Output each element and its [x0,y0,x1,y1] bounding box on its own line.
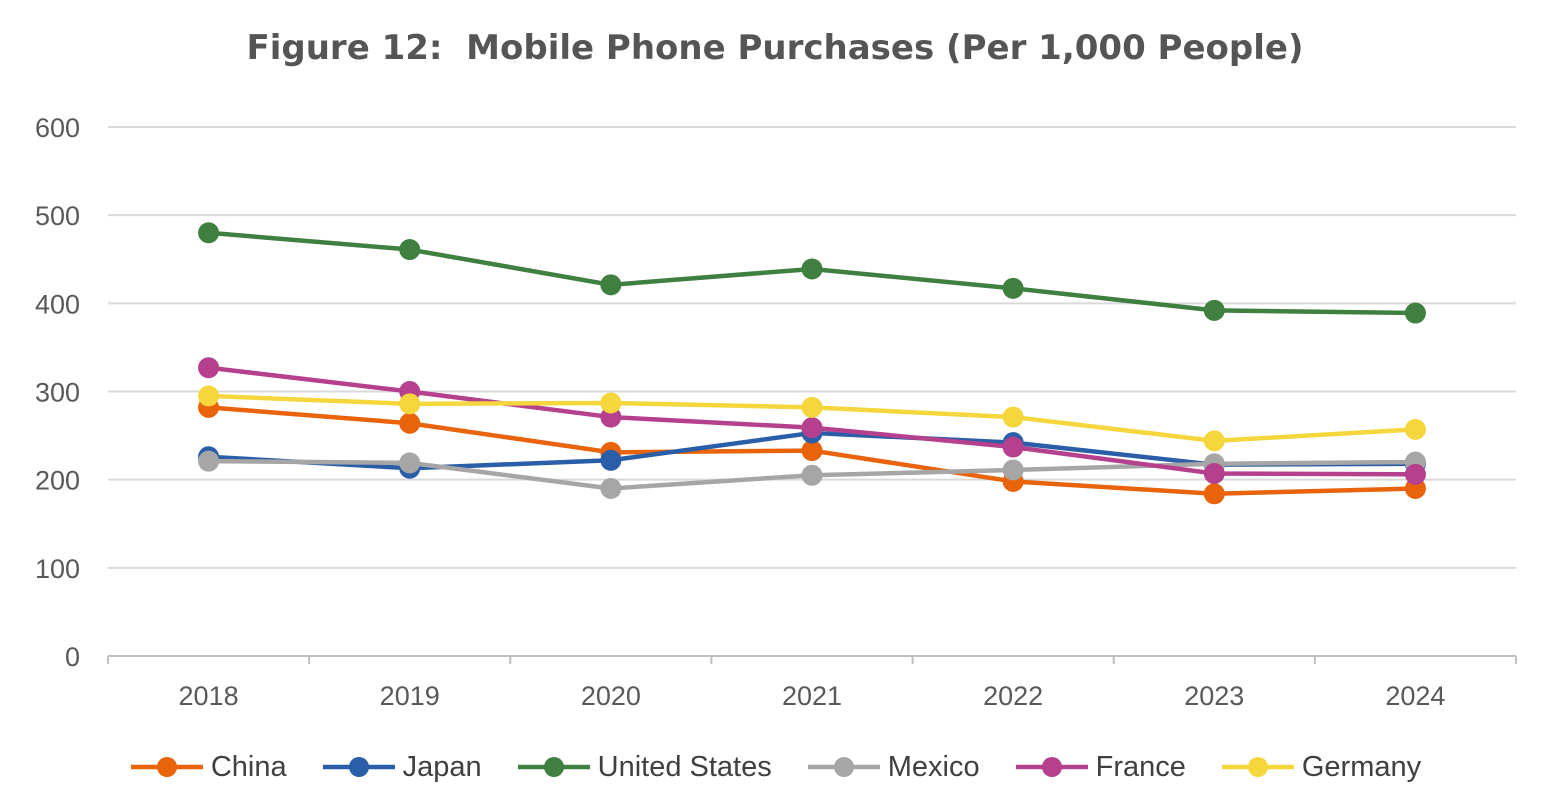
legend-swatch-marker [1247,757,1268,777]
data-point-united-states [399,239,421,261]
legend-swatch [1015,757,1088,777]
data-point-germany [600,392,622,414]
data-point-china [1203,483,1225,505]
data-point-germany [399,393,421,415]
data-point-france [801,417,823,439]
legend-swatch [807,757,880,777]
legend-swatch [517,757,590,777]
data-point-mexico [801,464,823,486]
data-point-china [801,440,823,462]
data-point-france [1203,462,1225,484]
legend-label: United States [597,750,772,783]
x-tick-label: 2023 [1184,681,1244,711]
data-point-mexico [1002,459,1024,481]
legend-swatch-marker [833,757,854,777]
data-point-germany [1404,418,1426,440]
data-point-germany [1203,430,1225,452]
x-axis-ticks: 2018 2019 2020 2021 2022 2023 2024 [179,681,1446,711]
x-tick-label: 2019 [380,681,440,711]
y-tick-label: 600 [35,113,80,143]
legend-item-japan: Japan [321,751,482,784]
x-tick-label: 2022 [983,681,1043,711]
data-point-mexico [198,450,220,472]
data-point-united-states [1002,277,1024,299]
x-tick-label: 2020 [581,681,641,711]
legend-swatch-marker [543,757,564,777]
gridlines [108,126,1516,569]
chart-title: Figure 12: Mobile Phone Purchases (Per 1… [246,28,1304,68]
data-point-mexico [399,452,421,474]
series-germany [198,385,1426,452]
x-tick-label: 2024 [1385,681,1445,711]
series-france [198,357,1426,485]
data-point-united-states [801,258,823,280]
legend: China Japan United States Mexico France Germa… [0,742,1550,792]
data-point-united-states [198,222,220,244]
series-lines [198,222,1426,505]
legend-swatch [1221,757,1294,777]
series-united-states [198,222,1426,324]
data-point-france [1002,436,1024,458]
legend-label: Mexico [887,750,980,783]
data-point-mexico [600,477,622,499]
legend-label: Germany [1301,750,1422,783]
x-axis [107,655,1517,664]
legend-label: France [1095,750,1186,783]
y-tick-label: 500 [35,201,80,231]
y-tick-label: 100 [35,554,80,584]
data-point-united-states [1404,302,1426,324]
y-tick-label: 0 [65,642,80,672]
data-point-germany [198,385,220,407]
legend-swatch-marker [348,757,369,777]
legend-swatch [322,757,395,777]
chart-plot: 0 100 200 300 400 500 600 2018 2019 2020 2021 2022… [35,113,1517,711]
legend-swatch-marker [156,757,177,777]
data-point-united-states [600,274,622,296]
data-point-france [198,357,220,379]
y-tick-label: 400 [35,289,80,319]
legend-item-united-states: United States [516,751,772,784]
y-tick-label: 200 [35,466,80,496]
y-tick-label: 300 [35,378,80,408]
legend-swatch [130,757,203,777]
legend-label: China [210,750,287,783]
x-tick-label: 2021 [782,681,842,711]
legend-item-mexico: Mexico [806,751,980,784]
legend-label: Japan [402,750,482,783]
data-point-germany [1002,406,1024,428]
legend-item-china: China [129,751,287,784]
data-point-japan [600,449,622,471]
data-point-china [399,412,421,434]
legend-item-france: France [1014,751,1186,784]
legend-item-germany: Germany [1220,751,1421,784]
y-axis-ticks: 0 100 200 300 400 500 600 [35,113,80,672]
data-point-germany [801,396,823,418]
x-tick-label: 2018 [179,681,239,711]
data-point-united-states [1203,299,1225,321]
legend-swatch-marker [1041,757,1062,777]
data-point-france [1404,463,1426,485]
